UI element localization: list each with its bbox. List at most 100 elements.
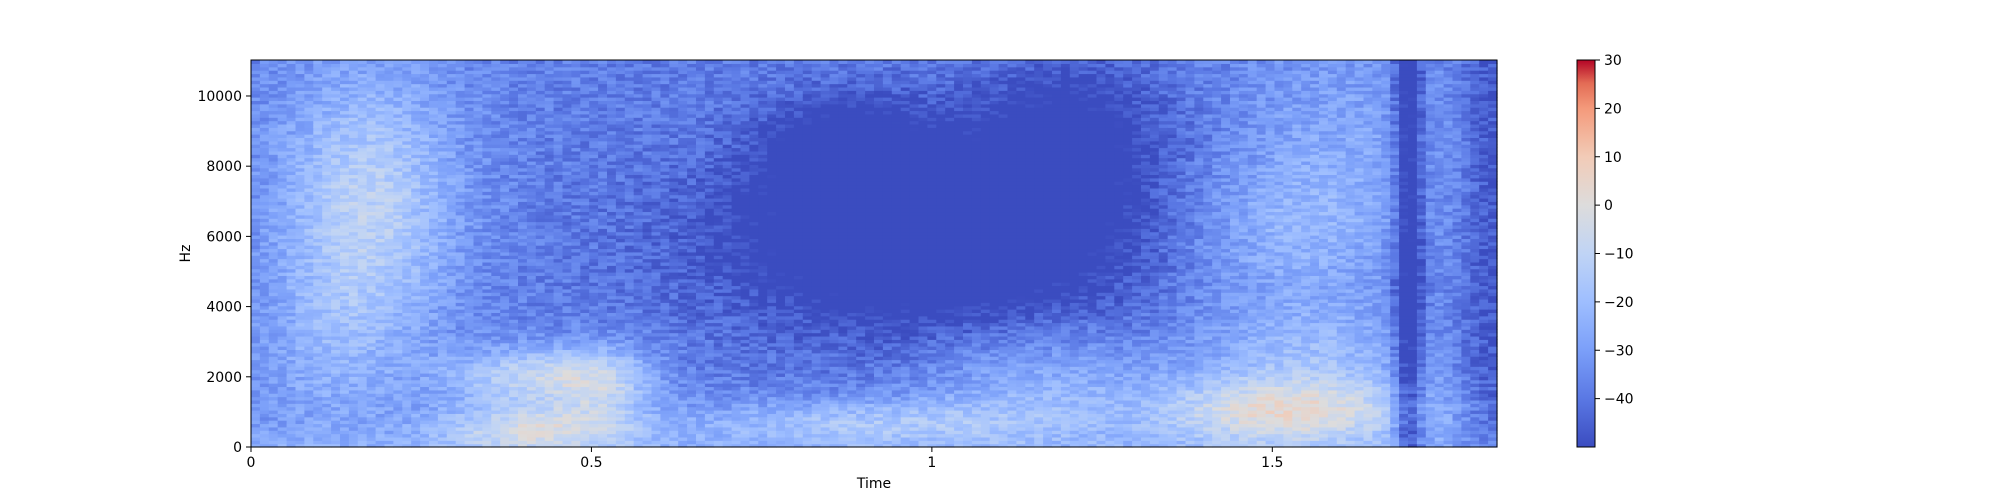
- heatmap-cell: [322, 86, 332, 91]
- heatmap-cell: [295, 60, 305, 64]
- heatmap-cell: [268, 93, 279, 98]
- heatmap-cell: [277, 90, 288, 95]
- heatmap-cell: [500, 93, 510, 98]
- heatmap-cell: [509, 248, 519, 253]
- heatmap-cell: [322, 335, 332, 340]
- heatmap-cell: [286, 362, 297, 367]
- heatmap-cell: [384, 288, 394, 293]
- heatmap-cell: [402, 248, 412, 253]
- heatmap-cell: [464, 332, 475, 337]
- heatmap-cell: [331, 406, 341, 411]
- heatmap-cell: [464, 191, 475, 196]
- heatmap-cell: [268, 76, 279, 81]
- heatmap-cell: [455, 134, 466, 138]
- heatmap-cell: [259, 60, 270, 64]
- heatmap-cell: [295, 90, 305, 95]
- heatmap-cell: [509, 238, 519, 243]
- heatmap-cell: [295, 268, 305, 273]
- heatmap-cell: [535, 265, 546, 270]
- heatmap-cell: [268, 379, 279, 384]
- heatmap-cell: [286, 73, 297, 78]
- heatmap-cell: [402, 144, 412, 149]
- heatmap-cell: [259, 224, 270, 229]
- heatmap-cell: [473, 440, 483, 445]
- heatmap-cell: [375, 346, 386, 351]
- heatmap-cell: [535, 73, 546, 78]
- heatmap-cell: [393, 329, 403, 334]
- heatmap-cell: [268, 123, 279, 128]
- heatmap-cell: [322, 76, 332, 81]
- heatmap-cell: [375, 238, 386, 243]
- heatmap-cell: [429, 76, 439, 81]
- heatmap-cell: [304, 409, 314, 414]
- heatmap-cell: [455, 117, 466, 122]
- heatmap-cell: [500, 197, 510, 202]
- heatmap-cell: [411, 231, 421, 236]
- heatmap-cell: [446, 137, 457, 142]
- heatmap-cell: [446, 278, 457, 283]
- heatmap-cell: [393, 396, 403, 401]
- heatmap-cell: [286, 90, 297, 95]
- heatmap-cell: [446, 171, 457, 176]
- heatmap-cell: [526, 113, 537, 118]
- heatmap-cell: [357, 332, 368, 337]
- heatmap-cell: [331, 154, 341, 159]
- heatmap-cell: [331, 80, 341, 85]
- heatmap-cell: [286, 80, 297, 85]
- heatmap-cell: [437, 181, 448, 186]
- heatmap-cell: [500, 201, 510, 206]
- heatmap-cell: [411, 278, 421, 283]
- heatmap-cell: [420, 241, 430, 246]
- heatmap-cell: [607, 60, 617, 64]
- heatmap-cell: [473, 315, 483, 320]
- heatmap-cell: [509, 406, 519, 411]
- heatmap-cell: [304, 117, 314, 122]
- heatmap-cell: [535, 113, 546, 118]
- heatmap-cell: [375, 268, 386, 273]
- heatmap-cell: [402, 113, 412, 118]
- heatmap-cell: [295, 157, 305, 162]
- heatmap-cell: [402, 110, 412, 115]
- heatmap-cell: [411, 339, 421, 344]
- heatmap-cell: [331, 137, 341, 142]
- heatmap-cell: [429, 184, 439, 189]
- heatmap-cell: [286, 83, 297, 88]
- heatmap-cell: [286, 228, 297, 233]
- heatmap-cell: [259, 228, 270, 233]
- heatmap-cell: [313, 282, 323, 287]
- heatmap-cell: [535, 312, 546, 317]
- heatmap-cell: [375, 80, 386, 85]
- heatmap-cell: [322, 325, 332, 330]
- heatmap-cell: [411, 298, 421, 303]
- heatmap-cell: [446, 197, 457, 202]
- heatmap-cell: [411, 352, 421, 357]
- heatmap-cell: [375, 255, 386, 260]
- heatmap-cell: [348, 66, 359, 71]
- heatmap-cell: [500, 383, 510, 388]
- heatmap-cell: [322, 211, 332, 216]
- heatmap-cell: [295, 251, 305, 256]
- heatmap-cell: [411, 221, 421, 226]
- heatmap-cell: [295, 120, 305, 125]
- heatmap-cell: [518, 245, 528, 250]
- heatmap-cell: [526, 389, 537, 394]
- heatmap-cell: [420, 309, 430, 313]
- heatmap-cell: [491, 117, 501, 122]
- heatmap-cell: [482, 211, 492, 216]
- heatmap-cell: [340, 117, 350, 122]
- heatmap-cell: [437, 63, 448, 68]
- heatmap-cell: [455, 409, 466, 414]
- heatmap-cell: [473, 187, 483, 192]
- heatmap-cell: [277, 386, 288, 391]
- heatmap-cell: [357, 228, 368, 233]
- heatmap-cell: [473, 362, 483, 367]
- heatmap-cell: [518, 107, 528, 112]
- heatmap-cell: [526, 110, 537, 115]
- heatmap-cell: [518, 416, 528, 421]
- heatmap-cell: [340, 100, 350, 105]
- heatmap-cell: [429, 292, 439, 297]
- heatmap-cell: [411, 362, 421, 367]
- heatmap-cell: [393, 100, 403, 105]
- heatmap-cell: [509, 433, 519, 438]
- heatmap-cell: [455, 255, 466, 260]
